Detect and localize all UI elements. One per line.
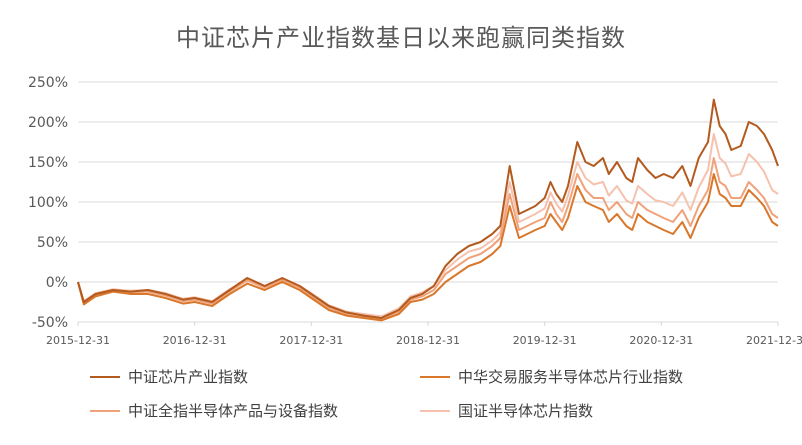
legend-swatch-series-4 xyxy=(420,409,450,412)
legend-item-series-3: 中证全指半导体产品与设备指数 xyxy=(90,400,338,421)
series-line-3 xyxy=(77,157,779,320)
legend-label-series-4: 国证半导体芯片指数 xyxy=(458,402,594,420)
gridlines xyxy=(78,81,778,323)
y-tick-label: -50% xyxy=(32,315,68,331)
x-tick-label: 2015-12-31 xyxy=(46,334,110,347)
legend-item-series-1: 中证芯片产业指数 xyxy=(90,366,248,387)
x-tick-label: 2020-12-31 xyxy=(629,334,693,347)
y-tick-label: 150% xyxy=(28,155,68,171)
y-tick-label: 250% xyxy=(28,75,68,91)
x-tick-label: 2018-12-31 xyxy=(396,334,460,347)
legend-swatch-series-1 xyxy=(90,375,120,378)
legend-label-series-2: 中华交易服务半导体芯片行业指数 xyxy=(458,368,684,386)
series-line-2 xyxy=(77,173,779,322)
x-tick-label: 2016-12-31 xyxy=(163,334,227,347)
x-tick-label: 2021-12-31 xyxy=(746,334,802,347)
y-tick-label: 50% xyxy=(37,235,68,251)
series-line-1 xyxy=(77,98,779,319)
x-tick-label: 2017-12-31 xyxy=(279,334,343,347)
x-tick-label: 2019-12-31 xyxy=(513,334,577,347)
chart-title: 中证芯片产业指数基日以来跑赢同类指数 xyxy=(176,24,626,52)
series-lines xyxy=(77,98,779,322)
legend-label-series-1: 中证芯片产业指数 xyxy=(128,368,249,386)
y-tick-label: 100% xyxy=(28,195,68,211)
legend-label-series-3: 中证全指半导体产品与设备指数 xyxy=(128,402,339,420)
y-tick-label: 0% xyxy=(46,275,68,291)
legend-swatch-series-3 xyxy=(90,409,120,412)
y-axis-ticks: 250% 200% 150% 100% 50% 0% -50% xyxy=(28,75,68,331)
y-tick-label: 200% xyxy=(28,115,68,131)
x-axis-ticks: 2015-12-31 2016-12-31 2017-12-31 2018-12-31… xyxy=(46,322,802,347)
legend-item-series-2: 中华交易服务半导体芯片行业指数 xyxy=(420,366,683,387)
legend-swatch-series-2 xyxy=(420,375,450,378)
legend-item-series-4: 国证半导体芯片指数 xyxy=(420,400,593,421)
